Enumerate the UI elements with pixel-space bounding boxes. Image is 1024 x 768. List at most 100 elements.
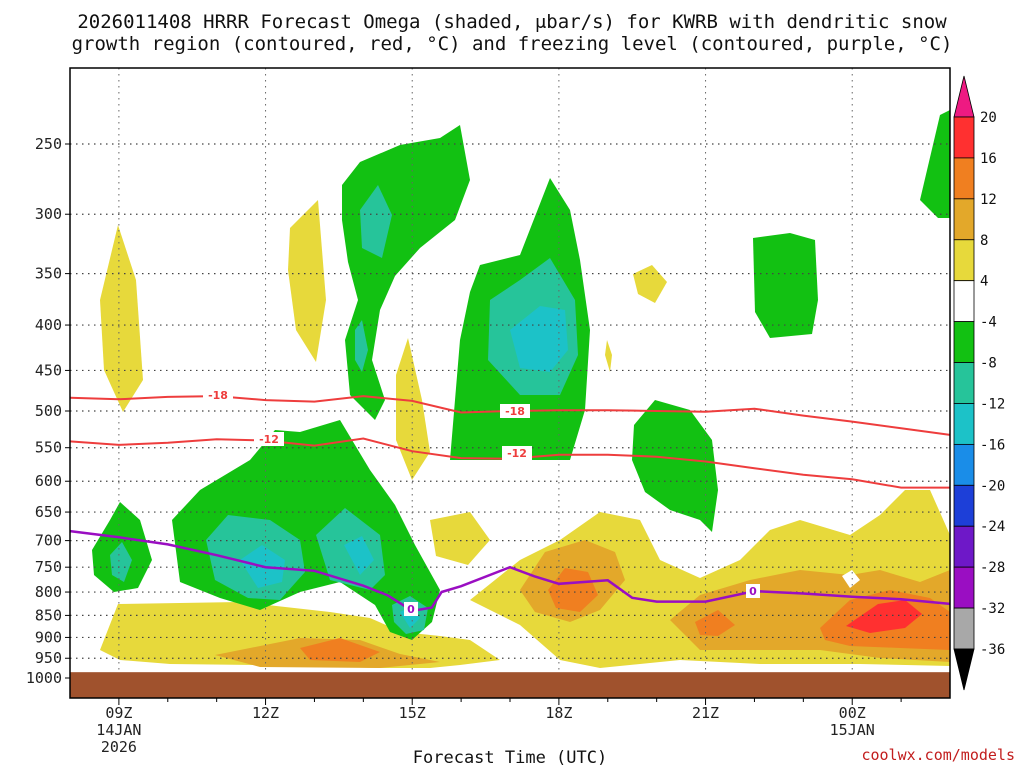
- y-tick-label: 750: [35, 558, 62, 576]
- x-tick-label: 21Z: [692, 704, 719, 722]
- grid-lines: [70, 68, 950, 698]
- omega-yellow-column-2: [288, 200, 326, 362]
- x-tick-year: 2026: [101, 738, 137, 756]
- omega-yellow-column-1: [100, 225, 143, 412]
- colorbar-label: -32: [980, 601, 1005, 617]
- freezing-level-label: 0: [404, 602, 418, 616]
- colorbar-label: 4: [980, 274, 988, 290]
- freezing-level-contour-line: [69, 529, 951, 613]
- x-tick-label: 00Z: [839, 704, 866, 722]
- colorbar-label: -12: [980, 396, 1005, 412]
- colorbar-swatch: [953, 484, 975, 527]
- colorbar-label: -8: [980, 356, 997, 372]
- omega-white-gap: [842, 570, 860, 588]
- omega-green-region-3: [920, 110, 950, 218]
- y-tick-label: 400: [35, 316, 62, 334]
- colorbar-swatch: [953, 607, 975, 650]
- colorbar-swatch: [953, 443, 975, 486]
- dgz-lower-label: -12: [254, 432, 284, 446]
- x-tick-date: 15JAN: [830, 721, 875, 739]
- omega-yellow-small-2: [633, 265, 667, 303]
- colorbar-bottom-arrow: [953, 648, 975, 691]
- colorbar-swatch: [953, 525, 975, 568]
- y-tick-label: 500: [35, 402, 62, 420]
- ground-surface: [70, 672, 950, 698]
- omega-teal-core-7: [355, 320, 368, 372]
- y-tick-label: 950: [35, 649, 62, 667]
- omega-cyan-core-3: [344, 536, 374, 575]
- colorbar-label: 8: [980, 233, 988, 249]
- omega-yellow-small-3: [605, 340, 612, 372]
- colorbar-swatch: [953, 362, 975, 404]
- omega-cyan-core-1: [510, 306, 568, 372]
- omega-shading: [92, 110, 950, 668]
- y-tick-label: 250: [35, 135, 62, 153]
- x-axis-title: Forecast Time (UTC): [413, 748, 607, 768]
- omega-yellow-column-3: [396, 338, 430, 480]
- omega-red-core: [846, 600, 922, 633]
- colorbar-top-arrow: [953, 75, 975, 118]
- colorbar-label: -28: [980, 560, 1005, 576]
- freezing-level-label-text: 0: [407, 603, 415, 616]
- freezing-level-label-2: 0: [746, 584, 760, 598]
- colorbar-swatch: [953, 280, 975, 323]
- y-tick-label: 800: [35, 583, 62, 601]
- colorbar-label: -24: [980, 519, 1005, 535]
- credit-link[interactable]: coolwx.com/models: [861, 746, 1015, 764]
- colorbar-label: 16: [980, 151, 997, 167]
- colorbar-label: -16: [980, 437, 1005, 453]
- y-tick-label: 900: [35, 628, 62, 646]
- omega-teal-core-6: [110, 542, 132, 582]
- freezing-level-label-text-2: 0: [749, 585, 757, 598]
- omega-teal-core-1: [360, 185, 392, 258]
- colorbar-label: 20: [980, 110, 997, 126]
- x-tick-label: 12Z: [252, 704, 279, 722]
- y-tick-label: 700: [35, 532, 62, 550]
- colorbar-label: -36: [980, 642, 1005, 658]
- omega-yellow-small-1: [430, 512, 490, 565]
- y-tick-label: 850: [35, 606, 62, 624]
- colorbar-swatch: [953, 157, 975, 200]
- omega-orange-right-core: [695, 610, 735, 636]
- chart-title-line2: growth region (contoured, red, °C) and f…: [72, 33, 953, 55]
- colorbar-label: -4: [980, 315, 997, 331]
- y-tick-label: 300: [35, 205, 62, 223]
- dgz-upper-label-2: -18: [500, 404, 530, 418]
- y-tick-label: 350: [35, 265, 62, 283]
- omega-green-region-2: [753, 233, 818, 338]
- dgz-lower-label-text-2: -12: [507, 447, 527, 460]
- x-tick-label: 15Z: [399, 704, 426, 722]
- colorbar-swatch: [953, 403, 975, 445]
- omega-yellow-lowlevel-region: [100, 602, 500, 668]
- y-tick-label: 1000: [26, 669, 62, 687]
- y-tick-label: 600: [35, 472, 62, 490]
- contours: -18 -18 -12 -12 0 0: [69, 388, 951, 616]
- y-tick-label: 650: [35, 503, 62, 521]
- colorbar-swatch: [953, 116, 975, 159]
- colorbar-swatch: [953, 321, 975, 363]
- colorbar-swatch: [953, 198, 975, 241]
- x-tick-date: 14JAN: [96, 721, 141, 739]
- x-tick-label: 09Z: [105, 704, 132, 722]
- y-tick-label: 450: [35, 361, 62, 379]
- dgz-upper-label-text: -18: [208, 389, 228, 402]
- x-tick-label: 18Z: [545, 704, 572, 722]
- dgz-upper-label: -18: [203, 388, 233, 402]
- dgz-lower-label-text: -12: [259, 433, 279, 446]
- colorbar-legend: 20 16 12 8 4 -4 -8 -12 -16 -20 -24 -28 -32 -36: [953, 75, 1005, 691]
- colorbar-swatch: [953, 566, 975, 609]
- chart-title-line1: 2026011408 HRRR Forecast Omega (shaded, …: [77, 11, 947, 33]
- omega-orange-mid-core: [548, 568, 598, 612]
- omega-orange-low-core: [300, 638, 380, 662]
- y-axis-pressure: 250 300 350 400 450 500 550 600 650 700 750 800 850 9…: [26, 135, 70, 687]
- dgz-lower-label-2: -12: [502, 446, 532, 460]
- colorbar-swatch: [953, 239, 975, 282]
- y-tick-label: 550: [35, 439, 62, 457]
- colorbar-label: 12: [980, 192, 997, 208]
- plot-area: -18 -18 -12 -12 0 0: [69, 67, 951, 699]
- dgz-upper-label-text-2: -18: [505, 405, 525, 418]
- omega-green-region-1: [632, 400, 718, 532]
- colorbar-label: -20: [980, 478, 1005, 494]
